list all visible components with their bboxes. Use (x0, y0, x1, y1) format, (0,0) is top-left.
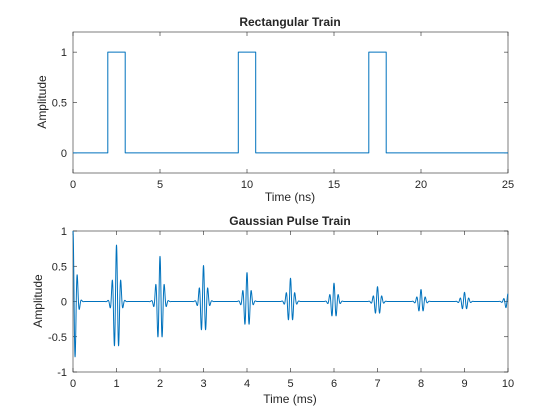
gaussian-pulse-train-x-tick-label: 0 (70, 378, 76, 390)
gaussian-pulse-train-x-tick-label: 2 (157, 378, 163, 390)
gaussian-pulse-train-series-line (72, 230, 509, 358)
gaussian-pulse-train-y-tick-label: -0.5 (48, 332, 67, 344)
rectangular-train-ticks: 0 5 10 15 20 25 0 0.5 1 (52, 32, 514, 191)
gaussian-pulse-train-x-tick-label: 9 (461, 378, 467, 390)
gaussian-pulse-train-x-label: Time (ms) (263, 392, 317, 406)
gaussian-pulse-train-ticks: 0 1 2 3 4 5 6 7 8 9 10 -1 -0.5 0 0.5 1 (48, 226, 514, 390)
gaussian-pulse-train-x-tick-label: 8 (418, 378, 424, 390)
rectangular-train-x-tick-label: 20 (415, 179, 427, 191)
rectangular-train-axes: Rectangular Train Time (ns) Amplitude 0 5… (35, 15, 514, 204)
gaussian-pulse-train-x-tick-label: 6 (331, 378, 337, 390)
gaussian-pulse-train-axes: Gaussian Pulse Train Time (ms) Amplitude… (31, 214, 514, 406)
gaussian-pulse-train-x-tick-label: 4 (244, 378, 250, 390)
gaussian-pulse-train-y-tick-label: -1 (57, 367, 67, 379)
gaussian-pulse-train-y-tick-label: 0 (61, 297, 67, 309)
gaussian-pulse-train-y-tick-label: 0.5 (52, 261, 67, 273)
rectangular-train-x-tick-label: 0 (70, 179, 76, 191)
gaussian-pulse-train-x-tick-label: 1 (113, 378, 119, 390)
rectangular-train-series-line (73, 51, 508, 154)
gaussian-pulse-train-title: Gaussian Pulse Train (229, 214, 350, 228)
gaussian-pulse-train-x-tick-label: 3 (200, 378, 206, 390)
rectangular-train-x-tick-label: 15 (328, 179, 340, 191)
rectangular-train-x-tick-label: 5 (157, 179, 163, 191)
gaussian-pulse-train-y-label: Amplitude (31, 274, 45, 328)
rectangular-train-y-tick-label: 1 (61, 47, 67, 59)
rectangular-train-plot-area (72, 31, 509, 174)
gaussian-pulse-train-x-tick-label: 5 (287, 378, 293, 390)
gaussian-pulse-train-y-tick-label: 1 (61, 226, 67, 238)
gaussian-pulse-train-x-tick-label: 7 (374, 378, 380, 390)
gaussian-pulse-train-x-tick-label: 10 (502, 378, 514, 390)
rectangular-train-x-tick-label: 10 (241, 179, 253, 191)
rectangular-train-x-label: Time (ns) (265, 190, 315, 204)
rectangular-train-y-tick-label: 0 (61, 148, 67, 160)
rectangular-train-y-tick-label: 0.5 (52, 98, 67, 110)
rectangular-train-title: Rectangular Train (239, 15, 340, 29)
rectangular-train-y-label: Amplitude (35, 75, 49, 129)
rectangular-train-x-tick-label: 25 (502, 179, 514, 191)
